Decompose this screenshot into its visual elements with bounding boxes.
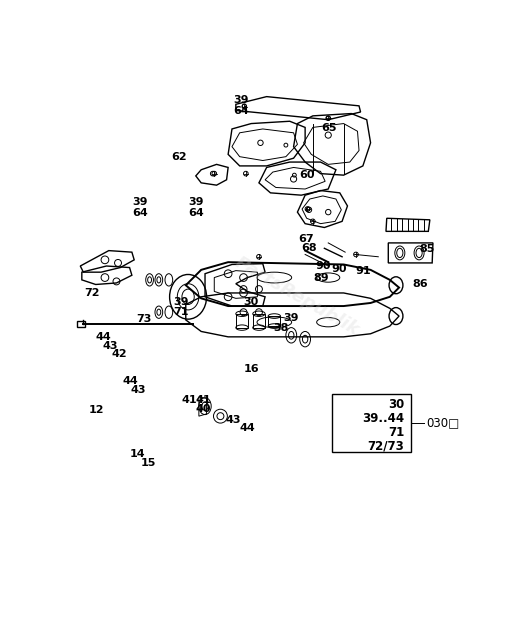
Text: 38: 38 (274, 323, 289, 333)
Text: 12: 12 (89, 405, 104, 415)
Bar (77, 321, 85, 327)
Text: 43: 43 (131, 385, 146, 396)
Text: 30: 30 (388, 398, 404, 411)
Text: 030□: 030□ (426, 417, 460, 430)
Text: 72/73: 72/73 (368, 439, 404, 452)
Bar (332, 394, 411, 452)
Text: 90: 90 (315, 261, 331, 271)
Text: 44: 44 (123, 376, 139, 386)
Text: 39: 39 (233, 95, 249, 105)
Text: 44: 44 (95, 332, 111, 342)
Text: 40: 40 (195, 404, 210, 414)
Text: 86: 86 (413, 279, 428, 289)
Text: 62: 62 (172, 152, 188, 162)
Text: 41: 41 (196, 395, 212, 405)
Text: 64: 64 (188, 207, 204, 217)
Text: 43: 43 (225, 415, 241, 425)
Text: 71: 71 (173, 306, 189, 317)
Text: 64: 64 (233, 106, 249, 116)
Text: 72: 72 (84, 288, 100, 298)
Text: 65: 65 (321, 123, 337, 133)
Text: 60: 60 (300, 170, 315, 180)
Text: 71: 71 (388, 426, 404, 439)
Text: 14: 14 (130, 449, 145, 459)
Text: 85: 85 (419, 245, 435, 254)
Text: 67: 67 (299, 234, 314, 244)
Text: 44: 44 (240, 423, 256, 433)
Text: 39..44: 39..44 (362, 412, 404, 425)
Text: 64: 64 (132, 207, 148, 217)
Text: 73: 73 (136, 314, 152, 324)
Text: 30: 30 (243, 297, 258, 306)
Text: 91: 91 (355, 266, 371, 275)
Text: 43: 43 (103, 341, 118, 351)
Text: 15: 15 (141, 458, 156, 468)
Text: 90: 90 (331, 264, 347, 274)
Text: 16: 16 (244, 364, 259, 374)
Text: PartsRepublik: PartsRepublik (232, 254, 363, 340)
Text: 39: 39 (283, 313, 299, 323)
Text: 41: 41 (181, 395, 197, 405)
Text: 68: 68 (302, 243, 317, 253)
Text: 89: 89 (313, 273, 329, 283)
Text: 39: 39 (173, 297, 189, 306)
Text: 39: 39 (188, 197, 204, 207)
Text: 39: 39 (132, 197, 147, 207)
Text: 42: 42 (111, 349, 127, 359)
